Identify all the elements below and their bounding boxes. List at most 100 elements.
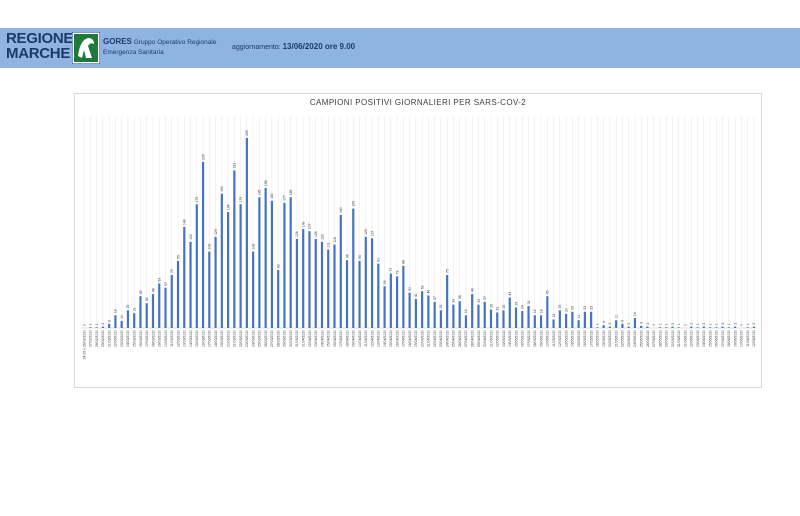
data-label: 0	[740, 324, 744, 326]
bar	[677, 327, 680, 328]
data-label: 2	[671, 323, 675, 325]
bar	[233, 170, 236, 328]
x-tick-label: 12/05/2020	[558, 330, 562, 347]
regional-emblem-icon	[72, 32, 100, 64]
x-tick-label: 19/03/2020	[220, 330, 224, 347]
data-label: 35	[145, 297, 149, 301]
data-label: 23	[583, 306, 587, 310]
x-tick-label: 06/03/2020	[139, 330, 143, 347]
bar	[702, 326, 705, 328]
bar	[133, 313, 136, 328]
data-label: 52	[420, 285, 424, 289]
data-label: 48	[151, 288, 155, 292]
data-label: 75	[445, 269, 449, 273]
bar	[533, 315, 536, 328]
data-label: 4	[602, 321, 606, 323]
x-tick-label: 02/05/2020	[496, 330, 500, 347]
x-tick-label: 28/05/2020	[658, 330, 662, 347]
x-tick-label: 08/06/2020	[727, 330, 731, 347]
x-tick-label: 18/05/2020	[596, 330, 600, 347]
data-label: 127	[370, 230, 374, 236]
org-block: GORES Gruppo Operativo Regionale Emergen…	[103, 37, 216, 58]
bar	[483, 301, 486, 328]
bar	[402, 265, 405, 328]
bar	[427, 295, 430, 328]
data-label: 75	[170, 269, 174, 273]
update-date: 13/06/2020 ore 9.00	[282, 42, 356, 51]
bar	[358, 260, 361, 328]
x-tick-label: 11/06/2020	[746, 330, 750, 347]
data-label: 37	[433, 296, 437, 300]
bar	[264, 188, 267, 328]
x-tick-label: 17/05/2020	[589, 330, 593, 347]
data-label: 45	[139, 290, 143, 294]
x-tick-label: 05/03/2020	[133, 330, 137, 347]
data-label: 11	[577, 315, 581, 319]
x-tick-label: 20/04/2020	[420, 330, 424, 347]
data-label: 25	[502, 304, 506, 308]
data-label: 18	[464, 309, 468, 313]
x-tick-label: 01/03/2020	[107, 330, 111, 347]
data-label: 126	[314, 231, 318, 237]
data-label: 235	[201, 154, 205, 160]
data-label: 2	[733, 323, 737, 325]
bar	[577, 320, 580, 328]
bar	[389, 273, 392, 328]
data-label: 18	[114, 309, 118, 313]
x-tick-label: 06/06/2020	[715, 330, 719, 347]
bar	[608, 326, 612, 328]
data-label: 22	[496, 307, 500, 311]
x-tick-label: 26/04/2020	[458, 330, 462, 347]
x-tick-label: 25/03/2020	[258, 330, 262, 347]
x-tick-label: 09/03/2020	[158, 330, 162, 347]
x-tick-label: 12/04/2020	[370, 330, 374, 347]
data-label: 177	[283, 195, 287, 201]
bar	[176, 260, 180, 328]
bar	[395, 276, 399, 328]
bar	[477, 304, 480, 328]
x-tick-label: 07/05/2020	[527, 330, 531, 347]
data-label: 96	[345, 254, 349, 258]
data-label: 0	[652, 324, 656, 326]
data-label: 48	[471, 288, 475, 292]
bar	[721, 326, 724, 328]
data-label: 137	[308, 223, 312, 229]
x-tick-label: 27/03/2020	[270, 330, 274, 347]
bar	[327, 249, 330, 328]
x-tick-label: 19/05/2020	[602, 330, 606, 347]
data-label: 1	[708, 323, 712, 325]
x-tick-label: 01/05/2020	[489, 330, 493, 347]
data-label: 73	[395, 271, 399, 275]
bar	[345, 260, 349, 328]
x-tick-label: 23/03/2020	[245, 330, 249, 347]
data-label: 1	[677, 323, 681, 325]
chart-container: CAMPIONI POSITIVI GIORNALIERI PER SARS-C…	[74, 93, 762, 388]
data-label: 108	[208, 244, 212, 250]
bar	[539, 315, 543, 328]
bar	[239, 204, 242, 328]
org-desc-2: Emergenza Sanitaria	[103, 49, 164, 56]
bar	[283, 202, 286, 328]
x-tick-label: 28/03/2020	[276, 330, 280, 347]
x-tick-label: 18/03/2020	[214, 330, 218, 347]
bar	[564, 313, 568, 328]
data-label: 2	[690, 323, 694, 325]
data-label: 129	[364, 229, 368, 235]
x-tick-label: 16/04/2020	[395, 330, 399, 347]
x-tick-label: 07/06/2020	[721, 330, 725, 347]
x-tick-label: 02/03/2020	[114, 330, 118, 347]
x-tick-label: 22/05/2020	[621, 330, 625, 347]
x-tick-label: 21/05/2020	[614, 330, 618, 347]
region-logo-text: REGIONE MARCHE	[6, 31, 73, 61]
data-label: 33	[477, 299, 481, 303]
bar	[289, 197, 292, 328]
x-tick-label: 01/06/2020	[683, 330, 687, 347]
x-tick-label: 05/04/2020	[327, 330, 331, 347]
data-label: 26	[489, 304, 493, 308]
x-tick-label: 17/04/2020	[402, 330, 406, 347]
x-tick-label: 21/04/2020	[427, 330, 431, 347]
data-label: 118	[333, 237, 337, 243]
data-label: 45	[546, 290, 550, 294]
bar	[295, 238, 299, 328]
x-tick-label: 23/05/2020	[627, 330, 631, 347]
